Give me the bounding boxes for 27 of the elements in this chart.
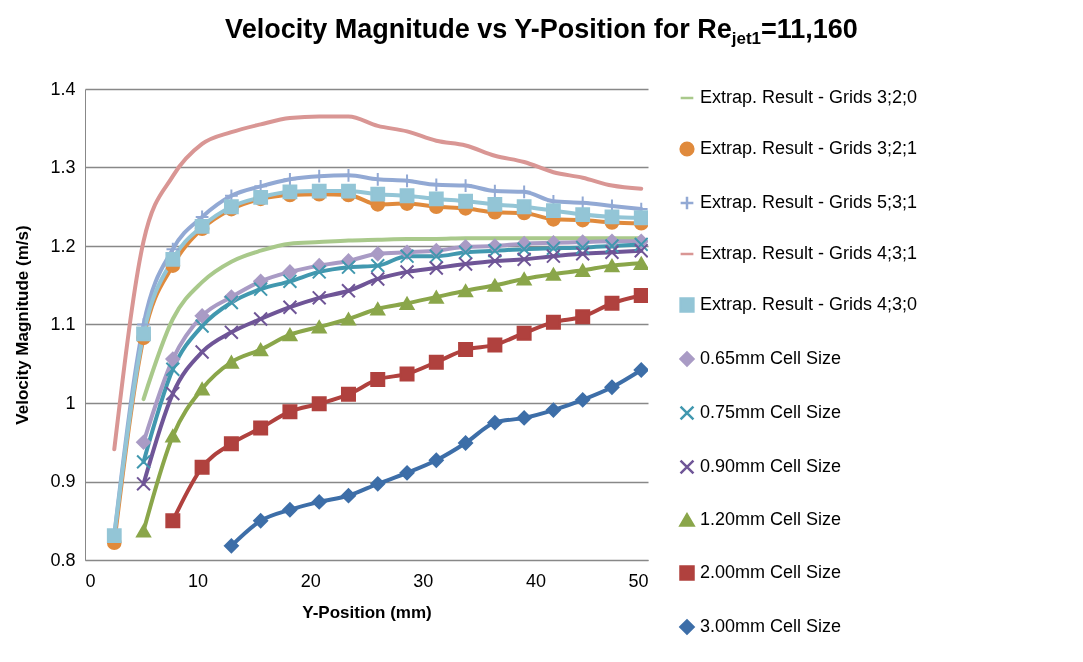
x-tick-label: 50 [628, 570, 649, 591]
y-tick-label: 1.4 [50, 78, 76, 99]
legend-label: Extrap. Result - Grids 4;3;0 [700, 294, 918, 314]
legend-label: 2.00mm Cell Size [700, 562, 842, 582]
x-tick-label: 10 [188, 570, 209, 591]
x-axis-title: Y-Position (mm) [302, 602, 432, 622]
x-tick-label: 40 [525, 570, 546, 591]
legend-label: 3.00mm Cell Size [700, 616, 842, 636]
y-tick-label: 0.9 [50, 471, 76, 491]
y-axis-title: Velocity Magnitude (m/s) [13, 225, 33, 425]
x-tick-label: 20 [300, 570, 321, 591]
legend-label: 0.90mm Cell Size [700, 456, 842, 476]
legend-label: 0.65mm Cell Size [700, 348, 842, 368]
legend-label: Extrap. Result - Grids 3;2;1 [700, 138, 918, 158]
legend-label: Extrap. Result - Grids 3;2;0 [700, 87, 918, 107]
x-tick-label: 0 [85, 570, 96, 591]
x-tick-label: 30 [413, 570, 434, 591]
legend-label: 1.20mm Cell Size [700, 509, 842, 529]
y-tick-label: 1.1 [50, 314, 76, 334]
y-tick-label: 1.3 [50, 157, 76, 177]
legend-label: Extrap. Result - Grids 5;3;1 [700, 192, 918, 212]
legend-label: 0.75mm Cell Size [700, 402, 842, 422]
y-tick-label: 1.2 [50, 235, 76, 256]
chart-title: Velocity Magnitude vs Y-Position for Re$_{jet1}$=11,160 [224, 13, 859, 51]
legend-label: Extrap. Result - Grids 4;3;1 [700, 243, 918, 263]
y-tick-label: 0.8 [50, 549, 76, 570]
y-tick-label: 1 [65, 392, 76, 413]
